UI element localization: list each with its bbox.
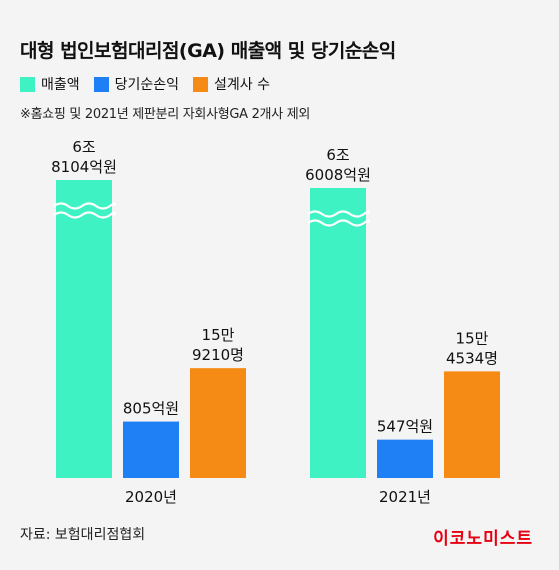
data-label-agents-2-line-2: 4534명 xyxy=(446,349,498,367)
data-label-agents-1-line-1: 15만 xyxy=(202,326,235,344)
data-label-revenue-2-line-1: 6조 xyxy=(326,146,350,164)
chart-title: 대형 법인보험대리점(GA) 매출액 및 당기순손익 xyxy=(20,40,396,62)
bar-agents-1 xyxy=(190,368,246,478)
legend-item-revenue: 매출액 xyxy=(20,74,80,94)
axis-break-line-2-2 xyxy=(307,219,370,227)
bar-revenue-1 xyxy=(56,180,112,478)
data-label-net-income-1-line-1: 805억원 xyxy=(123,400,179,418)
bar-net-income-1 xyxy=(123,421,179,478)
data-label-revenue-1-line-1: 6조 xyxy=(72,138,96,156)
bar-revenue-2 xyxy=(310,188,366,478)
legend-swatch-agents xyxy=(193,76,209,92)
legend: 매출액 당기순손익 설계사 수 xyxy=(20,74,270,94)
axis-break-line-1-2 xyxy=(53,211,116,219)
axis-break-line-1-1 xyxy=(53,202,116,210)
x-tick-label-2: 2021년 xyxy=(379,488,431,506)
legend-label-revenue: 매출액 xyxy=(41,77,80,93)
legend-label-net-income: 당기순손익 xyxy=(114,77,180,93)
footnote: ※홈쇼핑 및 2021년 제판분리 자회사형GA 2개사 제외 xyxy=(20,107,311,122)
legend-label-agents: 설계사 수 xyxy=(214,77,271,93)
bar-net-income-2 xyxy=(377,439,433,478)
data-label-agents-2-line-1: 15만 xyxy=(456,329,489,347)
data-label-revenue-2-line-2: 6008억원 xyxy=(305,166,371,184)
legend-swatch-revenue xyxy=(20,76,35,92)
data-label-agents-1-line-2: 9210명 xyxy=(192,346,244,364)
legend-item-agents: 설계사 수 xyxy=(193,74,270,94)
legend-swatch-net-income xyxy=(93,76,109,92)
data-label-revenue-1-line-2: 8104억원 xyxy=(51,158,117,176)
bar-agents-2 xyxy=(444,371,500,478)
axis-break-line-2-1 xyxy=(307,210,370,218)
legend-item-net-income: 당기순손익 xyxy=(93,74,180,94)
data-label-net-income-2-line-1: 547억원 xyxy=(377,418,433,436)
brand-logo: 이코노미스트 xyxy=(433,529,533,549)
source-text: 자료: 보험대리점협회 xyxy=(20,527,146,543)
x-tick-label-1: 2020년 xyxy=(125,488,177,506)
